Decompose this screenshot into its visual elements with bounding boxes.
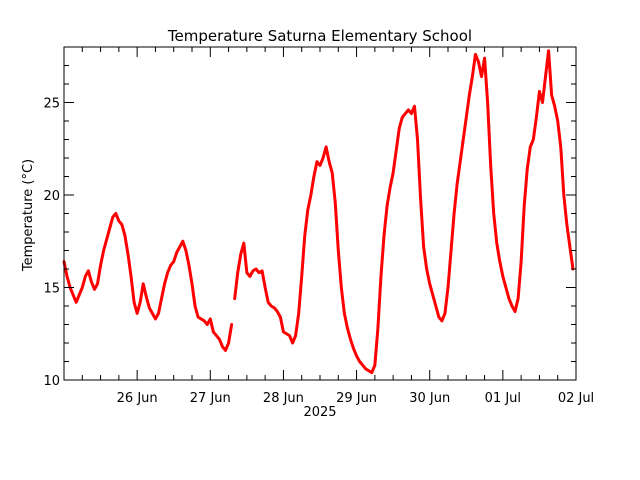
plot-area	[62, 49, 575, 375]
chart-title: Temperature Saturna Elementary School	[167, 27, 472, 45]
x-tick-label: 28 Jun	[263, 391, 304, 406]
x-tick-label: 27 Jun	[190, 391, 231, 406]
plot-frame	[63, 46, 577, 381]
y-tick-label: 25	[43, 97, 60, 112]
temperature-line-segment	[62, 212, 234, 352]
y-tick-label: 20	[43, 189, 60, 204]
x-tick-label: 01 Jul	[485, 391, 521, 406]
x-axis-label: 2025	[303, 405, 336, 420]
x-tick-label: 29 Jun	[336, 391, 377, 406]
y-tick-label: 15	[43, 282, 60, 297]
axes: 10 15 20 25 26 Jun 27 Jun 28 Jun 29 Jun 30 Jun 01…	[43, 46, 594, 406]
y-axis-label: Temperature (°C)	[21, 159, 36, 272]
x-tick-label: 02 Jul	[558, 391, 594, 406]
x-tick-label: 30 Jun	[409, 391, 450, 406]
temperature-line-segment	[233, 49, 575, 375]
y-tick-label: 10	[43, 374, 60, 389]
x-tick-label: 26 Jun	[117, 391, 158, 406]
